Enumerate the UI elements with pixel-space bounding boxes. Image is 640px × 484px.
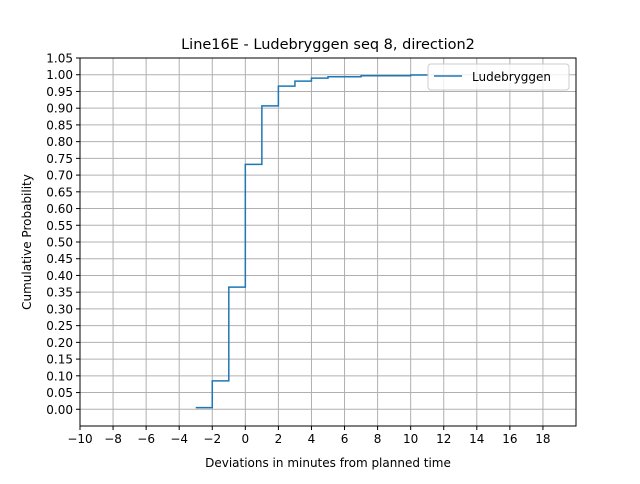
y-tick-label: 0.50 bbox=[46, 236, 73, 250]
x-tick-label: −4 bbox=[170, 432, 188, 446]
y-tick-label: 1.05 bbox=[46, 52, 73, 66]
y-tick-label: 0.90 bbox=[46, 102, 73, 116]
y-tick-label: 1.00 bbox=[46, 68, 73, 82]
y-tick-label: 0.15 bbox=[46, 353, 73, 367]
x-tick-label: −10 bbox=[67, 432, 92, 446]
x-tick-label: 0 bbox=[242, 432, 250, 446]
y-tick-label: 0.40 bbox=[46, 269, 73, 283]
x-tick-label: 8 bbox=[374, 432, 382, 446]
x-tick-label: −2 bbox=[203, 432, 221, 446]
y-tick-label: 0.35 bbox=[46, 286, 73, 300]
y-tick-label: 0.80 bbox=[46, 135, 73, 149]
x-tick-label: 14 bbox=[469, 432, 484, 446]
y-tick-label: 0.45 bbox=[46, 252, 73, 266]
y-tick-label: 0.10 bbox=[46, 369, 73, 383]
y-tick-label: 0.60 bbox=[46, 202, 73, 216]
y-tick-label: 0.65 bbox=[46, 185, 73, 199]
x-tick-label: 10 bbox=[403, 432, 418, 446]
y-tick-label: 0.05 bbox=[46, 386, 73, 400]
x-tick-label: 2 bbox=[275, 432, 283, 446]
chart-title: Line16E - Ludebryggen seq 8, direction2 bbox=[181, 37, 475, 53]
legend-label-ludebryggen: Ludebryggen bbox=[472, 70, 551, 84]
y-tick-label: 0.25 bbox=[46, 319, 73, 333]
x-tick-label: −6 bbox=[137, 432, 155, 446]
y-tick-label: 0.85 bbox=[46, 118, 73, 132]
y-tick-label: 0.00 bbox=[46, 403, 73, 417]
y-tick-label: 0.55 bbox=[46, 219, 73, 233]
x-tick-label: 18 bbox=[535, 432, 550, 446]
y-tick-label: 0.75 bbox=[46, 152, 73, 166]
x-tick-label: 4 bbox=[308, 432, 316, 446]
x-tick-label: 16 bbox=[502, 432, 517, 446]
y-tick-label: 0.70 bbox=[46, 169, 73, 183]
x-tick-label: 12 bbox=[436, 432, 451, 446]
legend: Ludebryggen bbox=[428, 64, 569, 90]
y-tick-label: 0.95 bbox=[46, 85, 73, 99]
y-tick-label: 0.20 bbox=[46, 336, 73, 350]
x-tick-label: −8 bbox=[104, 432, 122, 446]
y-tick-label: 0.30 bbox=[46, 302, 73, 316]
y-axis-label: Cumulative Probability bbox=[20, 174, 34, 310]
x-tick-label: 6 bbox=[341, 432, 349, 446]
x-axis-label: Deviations in minutes from planned time bbox=[205, 456, 451, 470]
